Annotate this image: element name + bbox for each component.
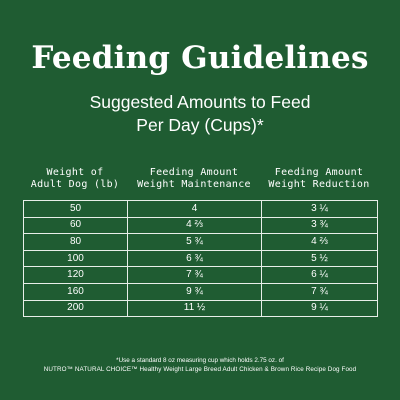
subtitle: Suggested Amounts to Feed Per Day (Cups)…	[0, 91, 400, 137]
table-row: 60 4 ⅔ 3 ¾	[23, 216, 378, 235]
maintenance-cell: 5 ¾	[127, 233, 262, 251]
maintenance-cell: 4 ⅔	[127, 216, 262, 235]
column-header-weight-line-2: Adult Dog (lb)	[30, 179, 120, 190]
maintenance-cell: 7 ¾	[127, 266, 262, 284]
column-header-maintenance-line-1: Feeding Amount	[149, 167, 239, 178]
table-row: 120 7 ¾ 6 ¼	[23, 266, 378, 284]
column-header-maintenance-line-2: Weight Maintenance	[137, 179, 251, 190]
reduction-cell: 9 ¼	[261, 299, 378, 318]
table-row: 80 5 ¾ 4 ⅔	[23, 233, 378, 251]
feeding-table: 50 4 3 ¼ 60 4 ⅔ 3 ¾ 80 5 ¾ 4 ⅔ 100 6 ¾ 5…	[23, 200, 378, 318]
footnote-line-1: *Use a standard 8 oz measuring cup which…	[116, 357, 284, 364]
reduction-cell: 7 ¾	[261, 282, 378, 301]
maintenance-cell: 6 ¾	[127, 249, 262, 268]
table-row: 50 4 3 ¼	[23, 200, 378, 218]
reduction-cell: 4 ⅔	[261, 233, 378, 251]
weight-cell: 50	[23, 200, 128, 218]
column-header-maintenance: Feeding Amount Weight Maintenance	[127, 167, 261, 191]
column-header-reduction-line-2: Weight Reduction	[268, 179, 370, 190]
weight-cell: 80	[23, 233, 128, 251]
table-row: 200 11 ½ 9 ¼	[23, 299, 378, 318]
reduction-cell: 6 ¼	[261, 266, 378, 284]
table-row: 160 9 ¾ 7 ¾	[23, 282, 378, 301]
maintenance-cell: 4	[127, 200, 262, 218]
column-header-weight: Weight of Adult Dog (lb)	[23, 167, 127, 191]
reduction-cell: 3 ¼	[261, 200, 378, 218]
column-header-reduction-line-1: Feeding Amount	[274, 167, 364, 178]
table-header: Weight of Adult Dog (lb) Feeding Amount …	[23, 167, 377, 191]
footnote-line-2: NUTRO™ NATURAL CHOICE™ Healthy Weight La…	[43, 366, 357, 373]
maintenance-cell: 11 ½	[127, 299, 262, 318]
weight-cell: 60	[23, 216, 128, 235]
maintenance-cell: 9 ¾	[127, 282, 262, 301]
page-title: Feeding Guidelines	[31, 40, 369, 76]
weight-cell: 200	[23, 299, 128, 318]
subtitle-line-2: Per Day (Cups)*	[136, 115, 264, 135]
column-header-weight-line-1: Weight of	[46, 167, 104, 178]
reduction-cell: 3 ¾	[261, 216, 378, 235]
table-row: 100 6 ¾ 5 ½	[23, 249, 378, 268]
weight-cell: 160	[23, 282, 128, 301]
weight-cell: 100	[23, 249, 128, 268]
footnote: *Use a standard 8 oz measuring cup which…	[0, 356, 400, 374]
column-header-reduction: Feeding Amount Weight Reduction	[261, 167, 377, 191]
reduction-cell: 5 ½	[261, 249, 378, 268]
subtitle-line-1: Suggested Amounts to Feed	[89, 92, 311, 112]
weight-cell: 120	[23, 266, 128, 284]
